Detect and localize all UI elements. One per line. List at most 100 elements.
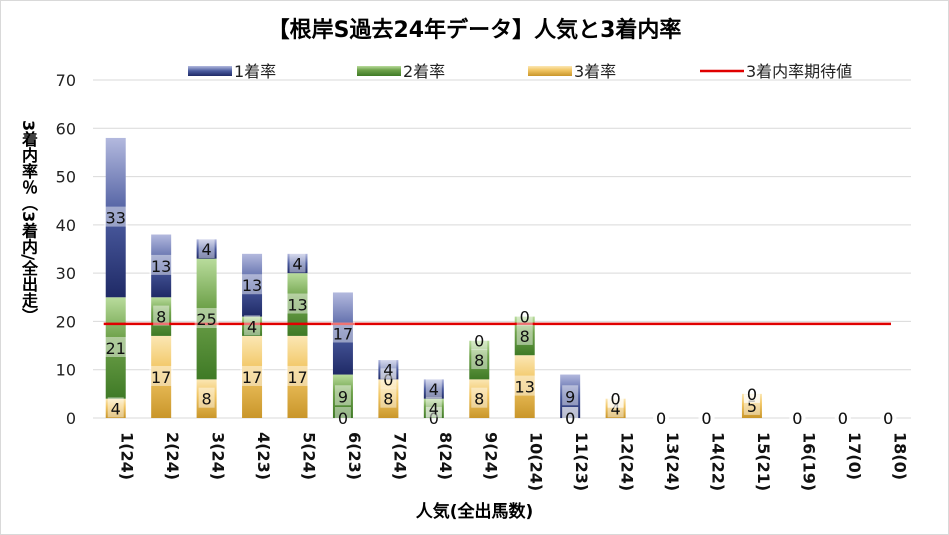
bar-2着率 [196, 258, 217, 380]
data-label-bg [607, 387, 624, 408]
data-label-bg [380, 387, 397, 408]
bar-3着率 [105, 398, 126, 418]
data-label-bg [334, 385, 351, 406]
bar-3着率 [196, 379, 217, 418]
bar-3着率 [741, 393, 762, 418]
x-tick-label: 16(19) [799, 432, 818, 491]
data-label-bg [880, 407, 897, 427]
data-label-bg [880, 407, 897, 427]
data-label: 13 [151, 257, 171, 276]
bar-3着率 [469, 379, 490, 418]
x-tick-label: 18(0) [890, 432, 909, 480]
data-label: 33 [106, 209, 126, 228]
data-label-bg [244, 315, 261, 336]
data-label: 4 [429, 380, 439, 399]
bar-1着率 [332, 292, 353, 375]
data-label-bg [743, 382, 760, 403]
data-label-bg [380, 368, 397, 389]
data-label-bg [834, 407, 851, 427]
bar-3着率 [287, 335, 308, 418]
data-label: 0 [338, 409, 348, 428]
data-label-bg [789, 407, 806, 427]
data-label: 0 [883, 409, 893, 428]
data-label: 0 [565, 409, 575, 428]
data-label: 0 [383, 370, 393, 389]
x-tick-label: 9(24) [481, 432, 500, 480]
bar-1着率 [242, 253, 263, 317]
data-label: 13 [242, 276, 262, 295]
x-tick-group: 14(22) [709, 432, 728, 491]
x-tick-group: 1(24) [118, 432, 137, 480]
data-label-bg [698, 407, 715, 427]
data-label: 0 [429, 409, 439, 428]
data-label-bg [607, 397, 624, 418]
data-label-bg [789, 407, 806, 427]
data-label-bg [471, 349, 488, 370]
legend-swatch [357, 66, 401, 76]
data-label-bg [285, 365, 310, 386]
data-label: 4 [247, 317, 257, 336]
x-tick-group: 11(23) [572, 432, 591, 491]
bar-2着率 [469, 340, 490, 380]
data-label-bg [103, 336, 128, 357]
data-label-bg [471, 329, 488, 350]
x-tick-group: 17(0) [845, 432, 864, 480]
bar-3着率 [514, 355, 535, 418]
legend-swatch [528, 66, 572, 76]
data-label: 4 [202, 240, 212, 259]
data-label: 4 [383, 361, 393, 380]
data-label: 8 [474, 351, 484, 370]
data-label: 9 [565, 387, 575, 406]
bar-2着率 [423, 398, 444, 418]
data-label: 13 [287, 296, 307, 315]
data-label-bg [334, 407, 351, 427]
x-tick-label: 3(24) [209, 432, 228, 480]
data-label: 0 [883, 409, 893, 428]
x-tick-group: 5(24) [300, 432, 319, 480]
data-label-bg [653, 407, 670, 427]
legend-label: 2着率 [403, 62, 445, 81]
x-tick-group: 6(23) [345, 432, 364, 480]
data-label-bg [880, 407, 897, 427]
data-label-bg [516, 305, 533, 326]
y-tick-label: 60 [56, 119, 76, 138]
data-label: 0 [701, 409, 711, 428]
data-label-bg [194, 308, 219, 329]
x-tick-group: 16(19) [799, 432, 818, 491]
x-tick-group: 18(0) [890, 432, 909, 480]
data-label-bg [107, 397, 124, 418]
x-tick-label: 11(23) [572, 432, 591, 491]
data-label: 4 [429, 399, 439, 418]
data-label: 21 [106, 339, 126, 358]
x-tick-label: 15(21) [754, 432, 773, 491]
data-label: 17 [151, 368, 171, 387]
data-label: 0 [792, 409, 802, 428]
bar-1着率 [196, 239, 217, 259]
data-label-bg [425, 397, 442, 418]
data-label: 0 [838, 409, 848, 428]
data-label-bg [562, 385, 579, 406]
x-tick-label: 7(24) [390, 432, 409, 480]
data-label: 8 [520, 327, 530, 346]
x-tick-label: 12(24) [618, 432, 637, 491]
data-label: 8 [474, 390, 484, 409]
data-label-bg [149, 365, 174, 386]
legend-swatch [188, 66, 232, 76]
bar-1着率 [378, 360, 399, 380]
data-label-bg [198, 238, 215, 258]
bar-1着率 [105, 137, 126, 298]
y-tick-label: 40 [56, 216, 76, 235]
bar-2着率 [242, 316, 263, 336]
x-tick-group: 4(23) [254, 432, 273, 480]
bar-1着率 [560, 374, 581, 418]
data-label: 17 [242, 368, 262, 387]
data-label: 0 [656, 409, 666, 428]
y-axis-label: 3着内率％（3着内/全出走） [19, 120, 38, 325]
legend-label: 3着内率期待値 [746, 62, 852, 81]
data-label-bg [425, 378, 442, 399]
bar-3着率 [605, 398, 626, 418]
data-label: 0 [520, 308, 530, 327]
x-tick-label: 17(0) [845, 432, 864, 480]
bar-2着率 [514, 316, 535, 356]
